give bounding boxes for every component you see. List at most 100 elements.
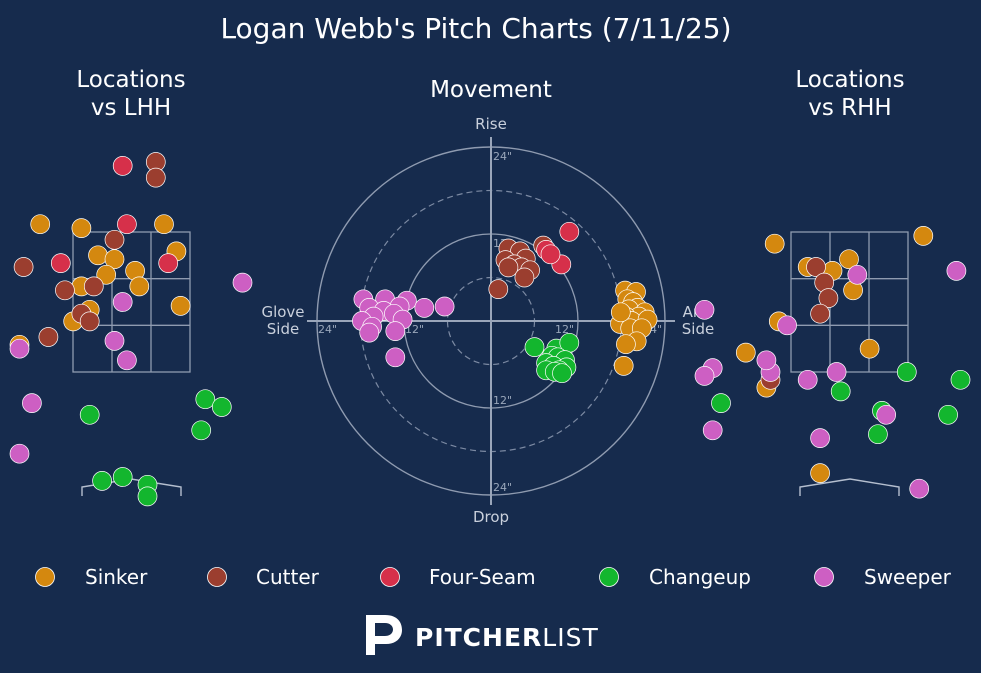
rhh-strike-zone [790,231,909,373]
rhh-pitch-sweeper [810,428,830,448]
rhh-pitch-changeup [950,369,971,390]
movement-pitch-changeup [552,363,572,384]
legend-label-sinker: Sinker [85,565,148,589]
lhh-title-line1: Locations [76,67,185,93]
rhh-pitch-sinker [913,226,934,246]
logo-text-bold: PITCHER [415,623,542,652]
movement-title: Movement [430,77,552,103]
legend-marker-sinker [35,567,55,587]
logo-text-light: LIST [542,623,598,652]
legend-marker-sweeper [814,567,834,587]
lhh-pitch-changeup [191,420,212,441]
movement-label-drop: Drop [473,508,509,526]
movement-pitch-sweeper [385,321,406,341]
lhh-pitch-cutter [83,276,104,297]
lhh-pitch-changeup [211,397,232,417]
ring-label-bottom-12: 12" [493,394,512,407]
movement-label-rise: Rise [475,115,507,133]
lhh-pitch-cutter [104,229,125,250]
rhh-pitch-sweeper [777,315,797,336]
lhh-pitch-sinker [71,218,92,238]
rhh-panel [694,226,971,499]
rhh-pitch-changeup [896,362,917,382]
legend-label-changeup: Changeup [649,565,751,589]
movement-label-glove-side: Side [267,320,299,338]
lhh-pitch-sweeper [104,331,125,351]
rhh-pitch-sinker [839,249,859,270]
movement-pitch-cutter [488,279,509,299]
movement-pitch-sinker [613,356,634,376]
lhh-pitch-changeup [79,404,100,425]
rhh-pitch-sweeper [826,362,847,382]
movement-pitch-sweeper [434,296,455,317]
lhh-pitch-sinker [129,276,150,297]
rhh-pitch-sinker [859,338,880,359]
rhh-home-plate [799,478,900,496]
rhh-pitch-cutter [818,288,839,308]
pitcherlist-logo: PITCHERLIST [366,615,599,655]
rhh-pitch-changeup [711,393,731,413]
movement-pitch-sweeper [385,347,406,368]
lhh-pitch-sinker [88,245,108,266]
movement-pitch-changeup [524,337,545,357]
lhh-points [9,152,253,507]
rhh-pitch-sinker [735,342,756,363]
lhh-pitch-four-seam [117,214,137,235]
movement-pitch-four-seam [540,244,561,265]
movement-pitch-sinker [610,302,631,323]
ring-label-bottom-24: 24" [493,481,512,494]
rhh-pitch-sweeper [694,366,715,386]
lhh-pitch-changeup [195,389,216,410]
rhh-pitch-sweeper [797,369,818,390]
lhh-pitch-four-seam [158,253,179,273]
lhh-pitch-changeup [137,486,158,507]
rhh-pitch-sweeper [702,420,723,441]
movement-pitch-cutter [498,257,519,278]
lhh-pitch-sweeper [22,393,42,413]
lhh-panel [9,152,253,507]
lhh-pitch-cutter [145,167,166,188]
rhh-title-line2: vs RHH [808,95,891,121]
lhh-pitch-changeup [92,471,112,491]
rhh-pitch-sinker [810,463,830,483]
lhh-pitch-sweeper [9,338,30,359]
movement-pitch-four-seam [559,221,580,242]
pitcherlist-logo-mark [366,615,402,655]
ring-label-left-24: 24" [318,323,337,336]
rhh-pitch-sweeper [946,261,967,281]
lhh-pitch-sinker [170,296,191,316]
lhh-pitch-sinker [104,249,125,270]
legend-marker-four-seam [380,567,400,587]
lhh-pitch-sweeper [232,272,253,293]
ring-label-right-12: 12" [555,323,574,336]
rhh-pitch-sinker [764,233,785,254]
legend-marker-changeup [599,567,619,587]
rhh-pitch-cutter [810,303,830,324]
rhh-pitch-sweeper [909,478,930,499]
lhh-title-line2: vs LHH [91,95,171,121]
rhh-pitch-changeup [868,424,888,445]
lhh-pitch-cutter [79,311,100,332]
legend-label-sweeper: Sweeper [864,565,952,589]
rhh-pitch-changeup [938,404,958,425]
legend: Sinker Cutter Four-Seam Changeup Sweeper [35,565,952,589]
rhh-pitch-changeup [830,381,851,402]
lhh-pitch-sinker [96,264,117,285]
rhh-pitch-cutter [806,257,826,277]
movement-label-arm-side: Side [682,320,714,338]
legend-label-cutter: Cutter [256,565,320,589]
movement-label-glove: Glove [261,303,304,321]
rhh-pitch-sweeper [876,404,897,425]
logo-wordmark: PITCHERLIST [415,623,599,652]
lhh-pitch-four-seam [112,156,133,176]
lhh-pitch-cutter [13,257,34,277]
lhh-pitch-sinker [30,214,51,235]
lhh-pitch-cutter [55,280,75,301]
movement-pitch-sweeper [359,322,380,343]
lhh-pitch-sweeper [112,292,133,312]
movement-pitch-cutter [514,267,535,288]
rhh-pitch-sweeper [694,299,715,320]
rhh-title-line1: Locations [795,67,904,93]
lhh-pitch-sinker [154,214,174,235]
